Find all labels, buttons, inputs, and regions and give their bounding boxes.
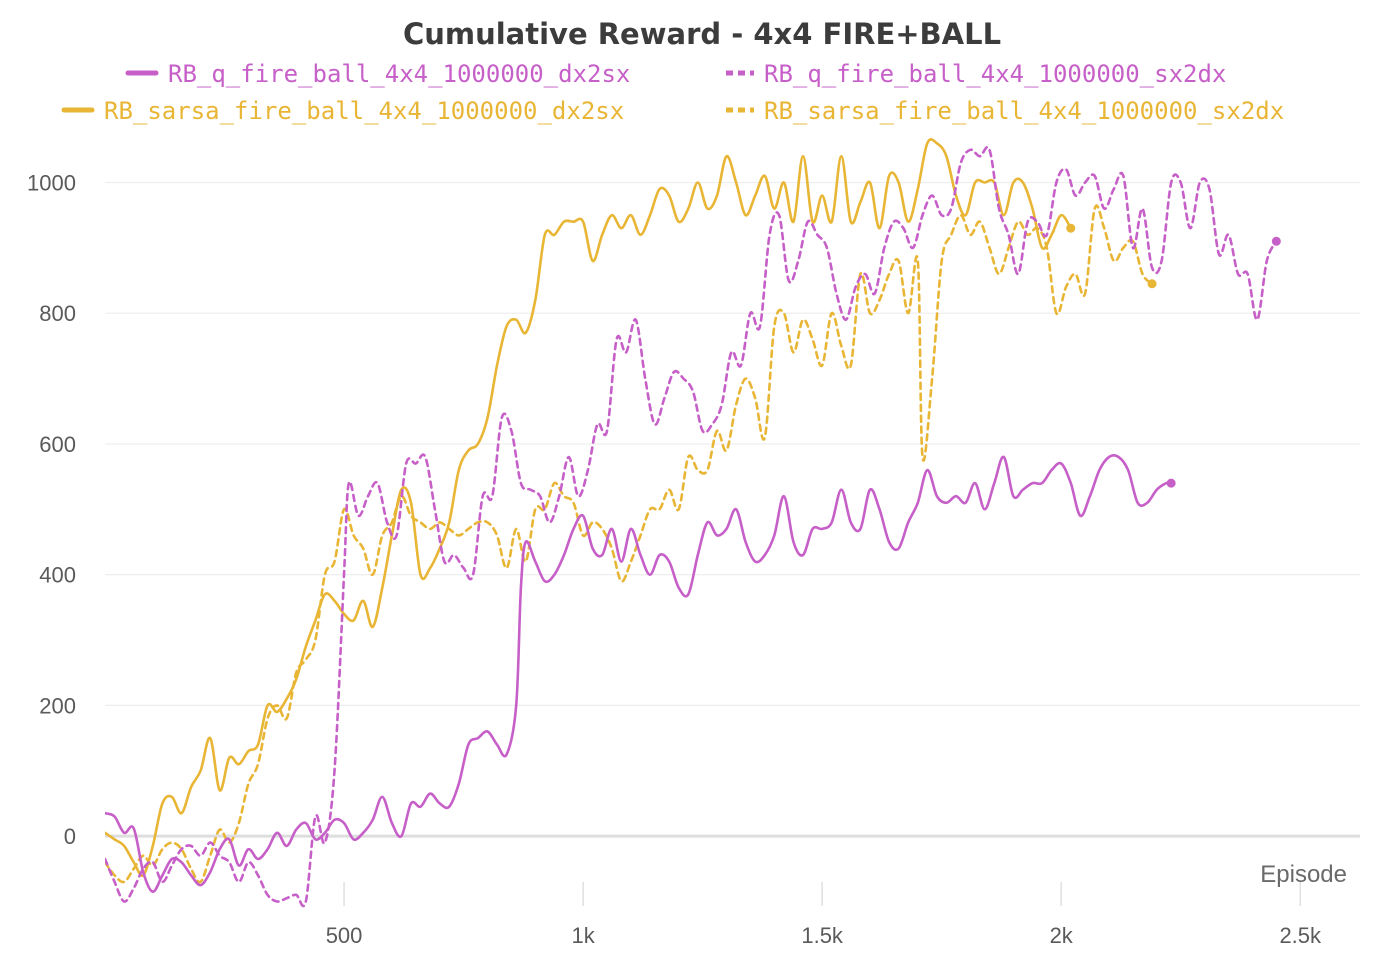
y-tick-label: 200 [39,693,76,718]
x-tick-label: 2k [1050,923,1074,948]
legend-label-sarsa-dx2sx: RB_sarsa_fire_ball_4x4_1000000_dx2sx [104,97,624,125]
series-end-marker-2[interactable] [1066,223,1076,233]
legend-entry-q-sx2dx[interactable]: RB_q_fire_ball_4x4_1000000_sx2dx [726,60,1226,88]
grid [105,181,1360,838]
x-tick-label: 2.5k [1279,923,1322,948]
y-tick-label: 400 [39,563,76,588]
chart-title: Cumulative Reward - 4x4 FIRE+BALL [403,17,1001,51]
x-tick-label: 1k [571,923,595,948]
x-axis: 500 1k 1.5k 2k 2.5k [326,882,1322,948]
legend-label-q-dx2sx: RB_q_fire_ball_4x4_1000000_dx2sx [168,60,630,88]
legend-entry-sarsa-dx2sx[interactable]: RB_sarsa_fire_ball_4x4_1000000_dx2sx [61,97,624,125]
y-tick-label: 1000 [27,170,76,195]
series-line-3[interactable] [105,204,1154,884]
legend-label-sarsa-sx2dx: RB_sarsa_fire_ball_4x4_1000000_sx2dx [764,97,1284,125]
plot-area [105,138,1281,908]
series-line-1[interactable] [105,145,1278,908]
x-tick-label: 500 [326,923,363,948]
y-tick-label: 0 [64,824,76,849]
legend: RB_q_fire_ball_4x4_1000000_dx2sx RB_q_fi… [61,60,1284,125]
legend-label-q-sx2dx: RB_q_fire_ball_4x4_1000000_sx2dx [764,60,1226,88]
series-end-marker-1[interactable] [1271,236,1281,246]
legend-entry-q-dx2sx[interactable]: RB_q_fire_ball_4x4_1000000_dx2sx [125,60,630,88]
y-axis: 0 200 400 600 800 1000 [27,170,76,849]
series-line-2[interactable] [105,138,1073,878]
x-tick-label: 1.5k [801,923,844,948]
legend-entry-sarsa-sx2dx[interactable]: RB_sarsa_fire_ball_4x4_1000000_sx2dx [726,97,1284,125]
series-end-marker-3[interactable] [1147,279,1157,289]
y-tick-label: 800 [39,301,76,326]
series-end-marker-0[interactable] [1166,478,1176,488]
series-line-0[interactable] [105,454,1173,893]
x-axis-label: Episode [1260,861,1347,888]
y-tick-label: 600 [39,432,76,457]
